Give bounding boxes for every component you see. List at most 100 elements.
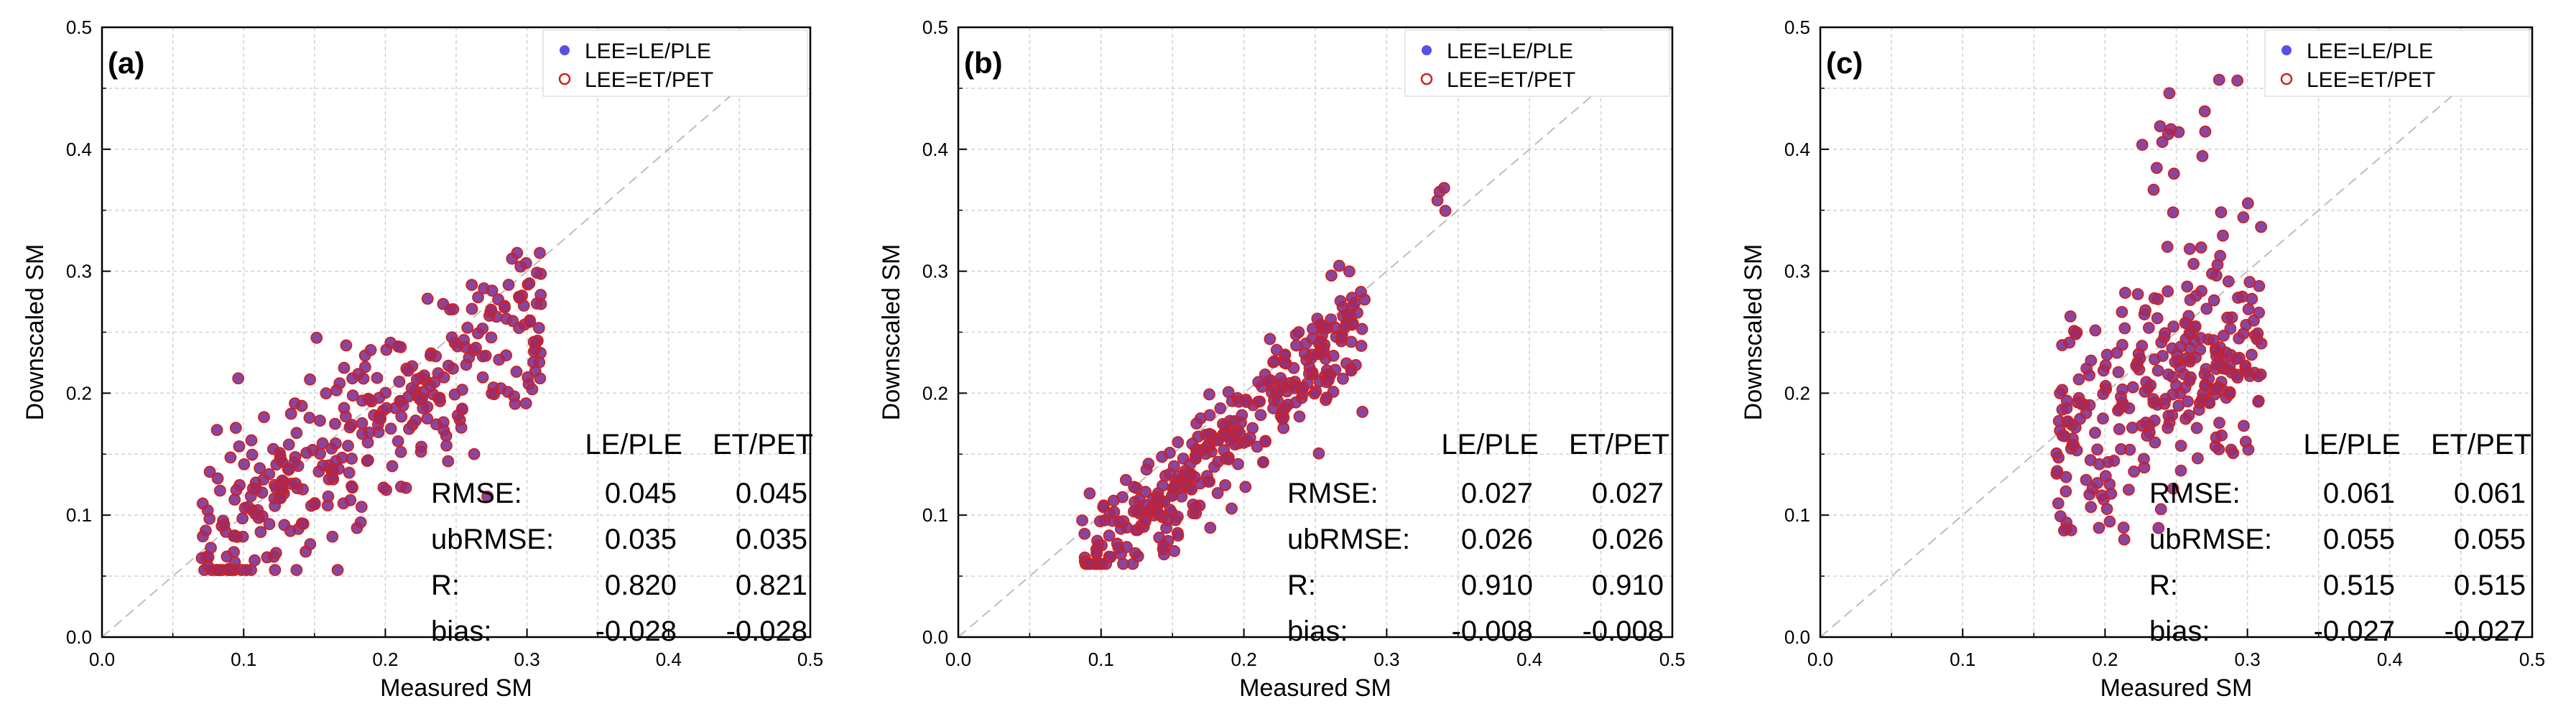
stats-value: 0.027 — [1461, 478, 1533, 509]
data-point-et-pet — [1160, 521, 1172, 534]
data-point-et-pet — [1334, 294, 1347, 307]
data-point-et-pet — [2191, 452, 2204, 465]
data-point-et-pet — [2210, 269, 2223, 282]
data-point-et-pet — [409, 414, 422, 427]
y-tick-label: 0.0 — [1784, 626, 1810, 648]
data-point-et-pet — [290, 564, 303, 577]
data-point-et-pet — [1194, 412, 1207, 424]
data-point-et-pet — [2156, 136, 2169, 149]
data-point-et-pet — [476, 350, 489, 363]
data-point-et-pet — [509, 397, 522, 410]
data-point-et-pet — [1345, 335, 1358, 348]
data-point-et-pet — [357, 372, 370, 385]
data-point-et-pet — [1116, 491, 1129, 503]
data-point-et-pet — [1315, 335, 1328, 348]
data-point-et-pet — [451, 409, 464, 422]
stats-value: 0.035 — [736, 524, 807, 555]
data-point-et-pet — [346, 452, 358, 465]
stats-header: LE/PLE — [585, 429, 682, 460]
stats-table: LE/PLE ET/PET RMSE: 0.027 0.027 ubRMSE: 0.026 0… — [1287, 429, 1669, 647]
data-point-et-pet — [284, 407, 297, 420]
stats-value: 0.515 — [2323, 570, 2395, 601]
series-et-pet — [1076, 182, 1452, 570]
data-point-et-pet — [1343, 265, 1356, 278]
stats-header: LE/PLE — [1441, 429, 1539, 460]
y-tick-label: 0.3 — [1784, 261, 1810, 282]
data-point-et-pet — [371, 371, 384, 384]
data-point-et-pet — [304, 373, 316, 386]
y-axis-title: Downscaled SM — [878, 244, 905, 421]
data-point-et-pet — [2091, 443, 2104, 456]
data-point-et-pet — [2083, 369, 2096, 381]
data-point-et-pet — [2136, 340, 2149, 352]
data-point-et-pet — [308, 498, 321, 511]
y-tick-label: 0.2 — [66, 382, 92, 404]
data-point-et-pet — [282, 438, 295, 451]
data-point-et-pet — [2190, 351, 2202, 364]
data-point-et-pet — [2188, 335, 2201, 348]
x-tick-label: 0.5 — [797, 649, 823, 670]
data-point-et-pet — [2148, 292, 2161, 305]
x-tick-label: 0.4 — [1516, 649, 1542, 670]
data-point-et-pet — [338, 361, 351, 374]
data-point-et-pet — [524, 315, 537, 328]
stats-row-label: ubRMSE: — [1287, 524, 1410, 555]
data-point-et-pet — [1169, 479, 1182, 492]
data-point-et-pet — [1204, 521, 1217, 534]
data-point-et-pet — [1126, 557, 1139, 570]
data-point-et-pet — [2097, 388, 2110, 400]
y-tick-label: 0.2 — [922, 382, 948, 404]
data-point-et-pet — [530, 297, 543, 310]
series-et-pet — [2050, 73, 2268, 546]
data-point-et-pet — [2179, 317, 2192, 329]
stats-value: 0.820 — [605, 570, 677, 601]
data-point-et-pet — [1186, 437, 1199, 450]
stats-row-label: RMSE: — [2149, 478, 2241, 509]
data-point-et-pet — [1190, 501, 1203, 514]
stats-value: 0.055 — [2323, 524, 2395, 555]
stats-value: -0.008 — [1452, 616, 1533, 647]
data-point-et-pet — [1076, 514, 1088, 526]
data-point-et-pet — [1358, 293, 1371, 306]
data-point-et-pet — [1233, 427, 1246, 440]
stats-value: 0.026 — [1461, 524, 1533, 555]
x-tick-label: 0.3 — [514, 649, 540, 670]
data-point-et-pet — [2116, 305, 2128, 318]
stats-value: -0.028 — [596, 616, 677, 647]
data-point-et-pet — [1078, 527, 1091, 540]
data-point-et-pet — [2167, 320, 2180, 333]
data-point-et-pet — [1128, 481, 1141, 493]
data-point-et-pet — [2187, 257, 2200, 270]
data-point-et-pet — [1223, 453, 1235, 465]
panel-label: (a) — [108, 46, 144, 80]
data-point-et-pet — [2083, 488, 2096, 501]
data-point-et-pet — [1163, 468, 1176, 481]
data-point-et-pet — [1133, 493, 1146, 506]
data-point-et-pet — [2210, 431, 2223, 444]
data-point-et-pet — [461, 321, 474, 334]
data-point-et-pet — [322, 490, 335, 503]
data-point-et-pet — [523, 277, 536, 289]
one-to-one-line — [101, 27, 811, 638]
y-tick-label: 0.1 — [922, 504, 948, 526]
data-point-et-pet — [1321, 322, 1334, 335]
data-point-et-pet — [472, 327, 484, 340]
data-point-et-pet — [440, 439, 453, 452]
data-point-et-pet — [2227, 447, 2240, 460]
stats-header: ET/PET — [713, 429, 813, 460]
data-point-et-pet — [405, 382, 418, 394]
data-point-et-pet — [519, 397, 532, 410]
data-point-et-pet — [2210, 358, 2223, 371]
data-point-et-pet — [513, 322, 525, 335]
data-point-et-pet — [2149, 353, 2161, 366]
data-point-et-pet — [329, 437, 342, 450]
data-point-et-pet — [1289, 396, 1302, 409]
data-point-et-pet — [1303, 361, 1316, 374]
data-point-et-pet — [2198, 105, 2211, 118]
x-tick-label: 0.0 — [1807, 649, 1833, 670]
stats-value: 0.910 — [1592, 570, 1664, 601]
data-point-et-pet — [1340, 317, 1353, 330]
data-point-et-pet — [433, 391, 446, 404]
data-point-et-pet — [2126, 381, 2139, 394]
data-point-et-pet — [1274, 372, 1287, 384]
